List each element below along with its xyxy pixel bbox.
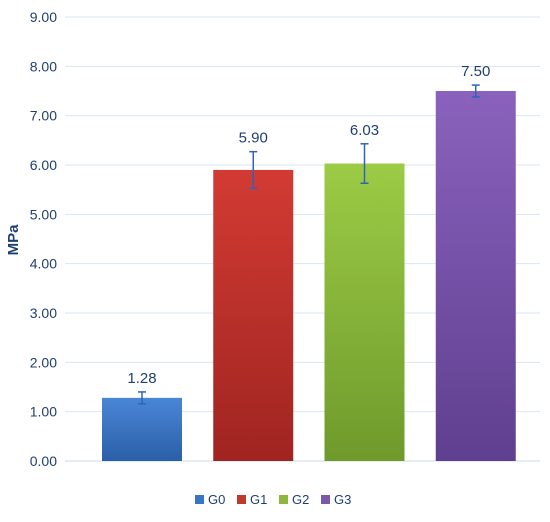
legend-swatch-g3 [321,495,330,504]
legend-label: G2 [292,492,309,507]
data-label: 5.90 [239,130,268,147]
legend: G0 G1 G2 G3 [195,492,351,507]
y-tick-label: 6.00 [30,157,57,173]
y-axis-ticks: 0.00 1.00 2.00 3.00 4.00 5.00 6.00 7.00 8.00 9.00 [30,9,57,469]
error-bar [360,143,369,185]
legend-swatch-g0 [195,495,204,504]
y-tick-label: 2.00 [30,354,57,370]
y-tick-label: 8.00 [30,58,57,74]
bar-g1 [213,169,294,461]
y-tick-label: 0.00 [30,453,57,469]
bars [102,91,516,461]
data-labels: 1.28 5.90 6.03 7.50 [127,63,490,387]
data-label: 1.28 [127,370,156,387]
y-tick-label: 3.00 [30,305,57,321]
bar-g0 [102,397,182,461]
bar-g2 [324,163,405,461]
legend-swatch-g2 [279,495,288,504]
legend-label: G3 [334,492,351,507]
y-axis-label: MPa [5,224,22,256]
legend-label: G0 [208,492,225,507]
data-label: 6.03 [350,122,379,139]
data-label: 7.50 [461,63,490,80]
legend-swatch-g1 [237,495,246,504]
y-tick-label: 5.00 [30,206,57,222]
y-tick-label: 9.00 [30,9,57,25]
y-tick-label: 1.00 [30,404,57,420]
error-bar [138,391,146,405]
error-bars [138,84,480,405]
error-bar [249,150,258,189]
y-tick-label: 7.00 [30,108,57,124]
y-tick-label: 4.00 [30,256,57,272]
error-bar [471,84,480,98]
legend-label: G1 [250,492,267,507]
bar-g3 [435,91,516,461]
